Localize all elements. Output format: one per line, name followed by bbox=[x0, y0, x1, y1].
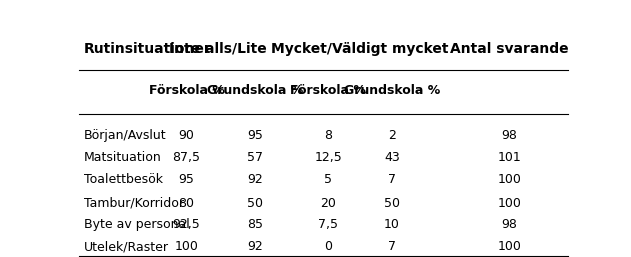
Text: Inte alls/Lite: Inte alls/Lite bbox=[169, 42, 267, 56]
Text: 101: 101 bbox=[497, 151, 521, 164]
Text: 50: 50 bbox=[247, 197, 263, 209]
Text: 7: 7 bbox=[388, 173, 396, 186]
Text: 100: 100 bbox=[497, 240, 521, 253]
Text: 100: 100 bbox=[175, 240, 198, 253]
Text: 87,5: 87,5 bbox=[172, 151, 201, 164]
Text: 12,5: 12,5 bbox=[314, 151, 342, 164]
Text: Tambur/Korridor: Tambur/Korridor bbox=[84, 197, 184, 209]
Text: 92: 92 bbox=[247, 240, 262, 253]
Text: 20: 20 bbox=[321, 197, 336, 209]
Text: Toalettbesök: Toalettbesök bbox=[84, 173, 163, 186]
Text: Rutinsituationer: Rutinsituationer bbox=[84, 42, 211, 56]
Text: 7,5: 7,5 bbox=[318, 218, 338, 231]
Text: 100: 100 bbox=[497, 197, 521, 209]
Text: 80: 80 bbox=[179, 197, 194, 209]
Text: 0: 0 bbox=[324, 240, 333, 253]
Text: 92,5: 92,5 bbox=[173, 218, 200, 231]
Text: Grundskola %: Grundskola % bbox=[344, 84, 440, 97]
Text: 57: 57 bbox=[247, 151, 263, 164]
Text: 5: 5 bbox=[324, 173, 333, 186]
Text: 98: 98 bbox=[501, 218, 517, 231]
Text: 92: 92 bbox=[247, 173, 262, 186]
Text: 98: 98 bbox=[501, 129, 517, 142]
Text: 8: 8 bbox=[324, 129, 333, 142]
Text: 50: 50 bbox=[384, 197, 400, 209]
Text: Början/Avslut: Början/Avslut bbox=[84, 129, 167, 142]
Text: Antal svarande: Antal svarande bbox=[450, 42, 569, 56]
Text: Grundskola %: Grundskola % bbox=[207, 84, 303, 97]
Text: 90: 90 bbox=[179, 129, 194, 142]
Text: 100: 100 bbox=[497, 173, 521, 186]
Text: 2: 2 bbox=[388, 129, 396, 142]
Text: Byte av personal: Byte av personal bbox=[84, 218, 189, 231]
Text: 43: 43 bbox=[384, 151, 399, 164]
Text: 7: 7 bbox=[388, 240, 396, 253]
Text: 95: 95 bbox=[247, 129, 263, 142]
Text: Matsituation: Matsituation bbox=[84, 151, 162, 164]
Text: Mycket/Väldigt mycket: Mycket/Väldigt mycket bbox=[271, 42, 449, 56]
Text: 95: 95 bbox=[179, 173, 194, 186]
Text: Förskola %: Förskola % bbox=[290, 84, 366, 97]
Text: 85: 85 bbox=[247, 218, 263, 231]
Text: Förskola %: Förskola % bbox=[148, 84, 225, 97]
Text: Utelek/Raster: Utelek/Raster bbox=[84, 240, 168, 253]
Text: 10: 10 bbox=[384, 218, 400, 231]
